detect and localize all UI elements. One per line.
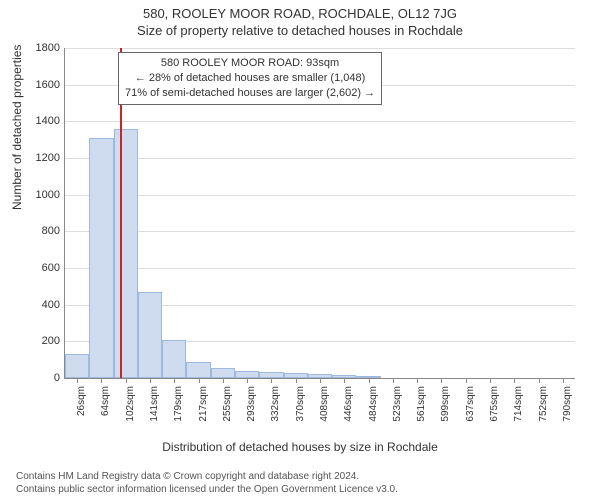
x-tick-label: 790sqm	[562, 386, 573, 436]
y-tick-label: 400	[24, 299, 60, 311]
x-tick-mark	[296, 378, 297, 383]
x-tick-label: 26sqm	[76, 386, 87, 436]
gridline	[65, 268, 575, 269]
info-box: 580 ROOLEY MOOR ROAD: 93sqm ← 28% of det…	[118, 52, 382, 105]
x-tick-mark	[101, 378, 102, 383]
x-tick-label: 599sqm	[440, 386, 451, 436]
histogram-bar	[211, 368, 235, 378]
x-tick-mark	[320, 378, 321, 383]
gridline	[65, 231, 575, 232]
x-tick-mark	[563, 378, 564, 383]
x-tick-label: 561sqm	[416, 386, 427, 436]
y-axis-label: Number of detached properties	[10, 45, 24, 210]
x-tick-label: 523sqm	[392, 386, 403, 436]
x-tick-mark	[247, 378, 248, 383]
chart-container: 580, ROOLEY MOOR ROAD, ROCHDALE, OL12 7J…	[0, 0, 600, 500]
x-tick-mark	[466, 378, 467, 383]
info-line-larger: 71% of semi-detached houses are larger (…	[125, 86, 375, 101]
info-line-property: 580 ROOLEY MOOR ROAD: 93sqm	[125, 56, 375, 71]
footer: Contains HM Land Registry data © Crown c…	[16, 470, 398, 496]
x-tick-mark	[77, 378, 78, 383]
title-subtitle: Size of property relative to detached ho…	[0, 21, 600, 38]
y-tick-label: 200	[24, 335, 60, 347]
histogram-bar	[186, 362, 210, 378]
x-tick-mark	[490, 378, 491, 383]
x-tick-label: 64sqm	[100, 386, 111, 436]
x-tick-mark	[539, 378, 540, 383]
x-tick-label: 408sqm	[319, 386, 330, 436]
x-axis-label: Distribution of detached houses by size …	[0, 440, 600, 454]
x-tick-mark	[223, 378, 224, 383]
x-tick-mark	[441, 378, 442, 383]
x-tick-label: 217sqm	[198, 386, 209, 436]
x-tick-label: 255sqm	[222, 386, 233, 436]
x-tick-label: 141sqm	[149, 386, 160, 436]
x-tick-label: 484sqm	[368, 386, 379, 436]
x-tick-mark	[271, 378, 272, 383]
info-line-smaller: ← 28% of detached houses are smaller (1,…	[125, 71, 375, 86]
x-tick-mark	[369, 378, 370, 383]
x-tick-label: 752sqm	[538, 386, 549, 436]
footer-line-2: Contains public sector information licen…	[16, 483, 398, 496]
histogram-bar	[235, 371, 259, 378]
x-tick-label: 102sqm	[125, 386, 136, 436]
x-tick-mark	[393, 378, 394, 383]
y-tick-label: 0	[24, 372, 60, 384]
gridline	[65, 195, 575, 196]
y-tick-label: 1000	[24, 189, 60, 201]
y-tick-label: 1400	[24, 115, 60, 127]
x-tick-label: 675sqm	[489, 386, 500, 436]
x-tick-label: 446sqm	[343, 386, 354, 436]
x-tick-label: 370sqm	[295, 386, 306, 436]
gridline	[65, 158, 575, 159]
footer-line-1: Contains HM Land Registry data © Crown c…	[16, 470, 398, 483]
gridline	[65, 121, 575, 122]
x-tick-mark	[199, 378, 200, 383]
y-tick-label: 1600	[24, 79, 60, 91]
x-tick-mark	[126, 378, 127, 383]
x-tick-label: 332sqm	[270, 386, 281, 436]
y-tick-label: 1200	[24, 152, 60, 164]
x-tick-mark	[344, 378, 345, 383]
x-tick-label: 293sqm	[246, 386, 257, 436]
x-tick-mark	[150, 378, 151, 383]
x-tick-label: 714sqm	[513, 386, 524, 436]
x-tick-mark	[174, 378, 175, 383]
y-tick-label: 1800	[24, 42, 60, 54]
histogram-bar	[138, 292, 162, 378]
y-tick-label: 800	[24, 225, 60, 237]
x-tick-mark	[417, 378, 418, 383]
histogram-bar	[65, 354, 89, 378]
histogram-bar	[114, 129, 138, 378]
gridline	[65, 48, 575, 49]
histogram-bar	[89, 138, 113, 378]
title-address: 580, ROOLEY MOOR ROAD, ROCHDALE, OL12 7J…	[0, 0, 600, 21]
histogram-bar	[162, 340, 186, 378]
x-tick-label: 637sqm	[465, 386, 476, 436]
y-tick-label: 600	[24, 262, 60, 274]
x-tick-label: 179sqm	[173, 386, 184, 436]
x-tick-mark	[514, 378, 515, 383]
